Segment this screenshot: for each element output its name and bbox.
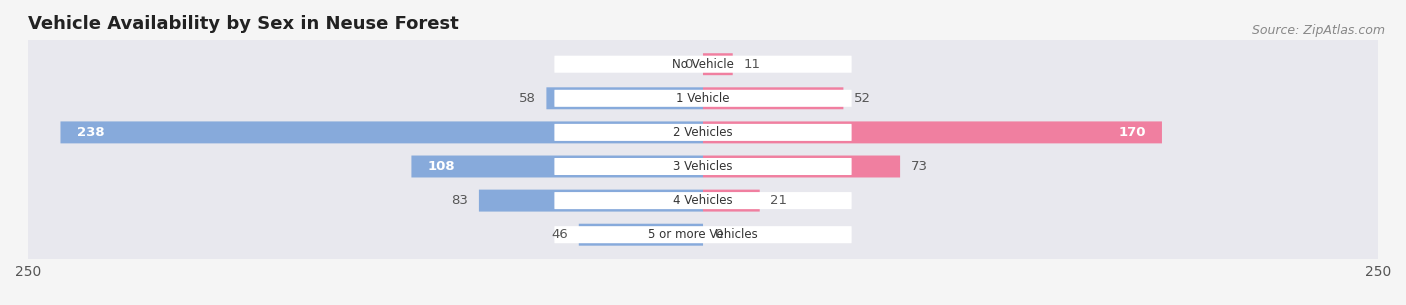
Text: 2 Vehicles: 2 Vehicles (673, 126, 733, 139)
Text: 21: 21 (770, 194, 787, 207)
FancyBboxPatch shape (703, 190, 759, 212)
Text: 83: 83 (451, 194, 468, 207)
FancyBboxPatch shape (22, 0, 1384, 282)
FancyBboxPatch shape (703, 156, 900, 178)
Text: 238: 238 (77, 126, 104, 139)
FancyBboxPatch shape (479, 190, 703, 212)
FancyBboxPatch shape (554, 158, 852, 175)
FancyBboxPatch shape (554, 192, 852, 209)
Text: Vehicle Availability by Sex in Neuse Forest: Vehicle Availability by Sex in Neuse For… (28, 15, 458, 33)
FancyBboxPatch shape (60, 121, 703, 143)
FancyBboxPatch shape (22, 51, 1384, 305)
FancyBboxPatch shape (703, 87, 844, 109)
Text: 52: 52 (855, 92, 872, 105)
Text: 0: 0 (683, 58, 692, 71)
Text: Source: ZipAtlas.com: Source: ZipAtlas.com (1251, 24, 1385, 38)
FancyBboxPatch shape (22, 0, 1384, 214)
Text: 73: 73 (911, 160, 928, 173)
Text: 58: 58 (519, 92, 536, 105)
Text: No Vehicle: No Vehicle (672, 58, 734, 71)
Text: 108: 108 (427, 160, 456, 173)
FancyBboxPatch shape (554, 90, 852, 107)
FancyBboxPatch shape (22, 17, 1384, 305)
FancyBboxPatch shape (412, 156, 703, 178)
FancyBboxPatch shape (554, 56, 852, 73)
Text: 170: 170 (1118, 126, 1146, 139)
Text: 4 Vehicles: 4 Vehicles (673, 194, 733, 207)
FancyBboxPatch shape (22, 0, 1384, 248)
FancyBboxPatch shape (554, 226, 852, 243)
Text: 0: 0 (714, 228, 723, 241)
Text: 11: 11 (744, 58, 761, 71)
FancyBboxPatch shape (554, 124, 852, 141)
Text: 5 or more Vehicles: 5 or more Vehicles (648, 228, 758, 241)
Text: 3 Vehicles: 3 Vehicles (673, 160, 733, 173)
FancyBboxPatch shape (703, 53, 733, 75)
FancyBboxPatch shape (703, 121, 1161, 143)
Text: 1 Vehicle: 1 Vehicle (676, 92, 730, 105)
FancyBboxPatch shape (579, 224, 703, 246)
Text: 46: 46 (551, 228, 568, 241)
FancyBboxPatch shape (22, 85, 1384, 305)
FancyBboxPatch shape (547, 87, 703, 109)
